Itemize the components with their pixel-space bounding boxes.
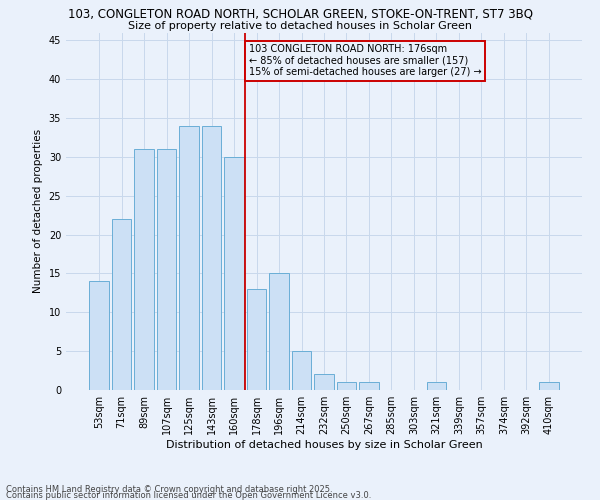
Text: Size of property relative to detached houses in Scholar Green: Size of property relative to detached ho… xyxy=(128,21,472,31)
Bar xyxy=(134,149,154,390)
Bar xyxy=(157,149,176,390)
Bar xyxy=(269,274,289,390)
Text: 103 CONGLETON ROAD NORTH: 176sqm
← 85% of detached houses are smaller (157)
15% : 103 CONGLETON ROAD NORTH: 176sqm ← 85% o… xyxy=(248,44,481,78)
Bar xyxy=(539,382,559,390)
Bar xyxy=(337,382,356,390)
Bar xyxy=(247,289,266,390)
Text: 103, CONGLETON ROAD NORTH, SCHOLAR GREEN, STOKE-ON-TRENT, ST7 3BQ: 103, CONGLETON ROAD NORTH, SCHOLAR GREEN… xyxy=(67,8,533,20)
Bar xyxy=(112,219,131,390)
Bar xyxy=(179,126,199,390)
Bar xyxy=(224,157,244,390)
Bar xyxy=(202,126,221,390)
Y-axis label: Number of detached properties: Number of detached properties xyxy=(33,129,43,294)
Bar xyxy=(89,281,109,390)
Text: Contains public sector information licensed under the Open Government Licence v3: Contains public sector information licen… xyxy=(6,491,371,500)
Bar xyxy=(314,374,334,390)
Text: Contains HM Land Registry data © Crown copyright and database right 2025.: Contains HM Land Registry data © Crown c… xyxy=(6,484,332,494)
Bar xyxy=(359,382,379,390)
X-axis label: Distribution of detached houses by size in Scholar Green: Distribution of detached houses by size … xyxy=(166,440,482,450)
Bar xyxy=(427,382,446,390)
Bar xyxy=(292,351,311,390)
